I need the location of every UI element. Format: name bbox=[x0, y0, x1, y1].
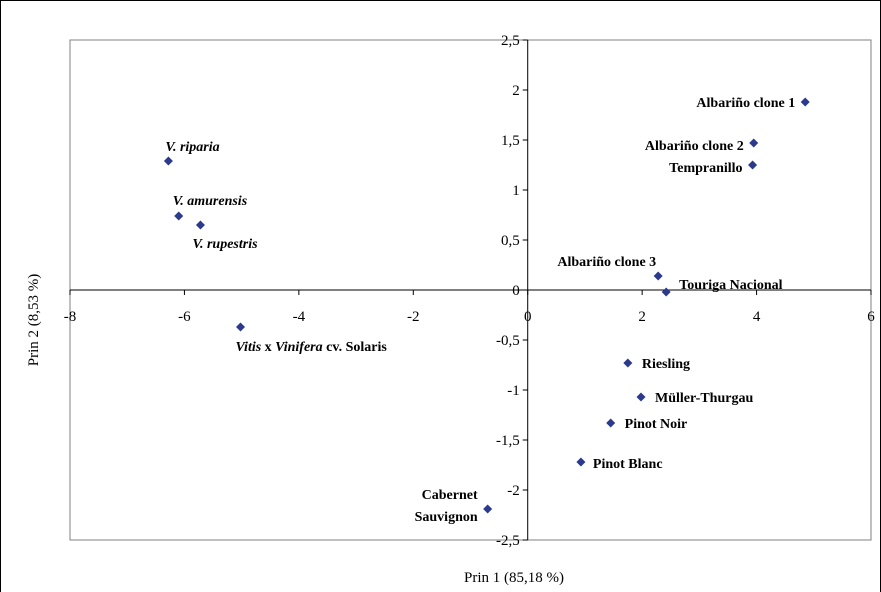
data-point bbox=[235, 322, 245, 332]
y-tick-label: 0 bbox=[512, 283, 520, 299]
y-axis-title: Prin 2 (8,53 %) bbox=[26, 274, 42, 367]
point-label: Pinot Noir bbox=[625, 417, 688, 432]
x-axis-title: Prin 1 (85,18 %) bbox=[464, 570, 564, 586]
x-tick-label: -6 bbox=[178, 309, 191, 325]
y-tick-label: -0,5 bbox=[496, 333, 520, 349]
x-tick-label: 6 bbox=[867, 309, 875, 325]
data-point bbox=[636, 392, 646, 402]
data-point bbox=[748, 160, 758, 170]
data-point bbox=[483, 504, 493, 514]
x-tick-label: 0 bbox=[524, 309, 532, 325]
x-tick-label: -2 bbox=[407, 309, 420, 325]
y-tick-label: 0,5 bbox=[501, 233, 520, 249]
point-label: V. riparia bbox=[165, 140, 219, 155]
point-label: Albariño clone 3 bbox=[557, 255, 656, 270]
data-point bbox=[661, 287, 671, 297]
data-point bbox=[163, 156, 173, 166]
x-tick-label: -4 bbox=[293, 309, 306, 325]
data-point bbox=[623, 358, 633, 368]
point-label: Vitis x Vinifera cv. Solaris bbox=[235, 340, 387, 355]
data-point bbox=[653, 271, 663, 281]
y-tick-label: 1,5 bbox=[501, 133, 520, 149]
data-point bbox=[749, 138, 759, 148]
point-label: V. amurensis bbox=[173, 194, 248, 209]
point-label: Touriga Nacional bbox=[679, 278, 782, 293]
y-tick-label: -1 bbox=[507, 383, 520, 399]
point-label: Albariño clone 2 bbox=[645, 139, 744, 154]
data-point bbox=[195, 220, 205, 230]
y-tick-label: -1,5 bbox=[496, 433, 520, 449]
x-tick-label: 2 bbox=[638, 309, 646, 325]
y-tick-label: 2,5 bbox=[501, 33, 520, 49]
y-tick-label: 2 bbox=[512, 83, 520, 99]
point-label: Albariño clone 1 bbox=[696, 96, 795, 111]
y-tick-label: -2,5 bbox=[496, 533, 520, 549]
x-tick-label: 4 bbox=[753, 309, 761, 325]
point-label: Tempranillo bbox=[669, 161, 742, 176]
data-point bbox=[174, 211, 184, 221]
point-label: Cabernet Sauvignon bbox=[415, 488, 478, 525]
point-label: Pinot Blanc bbox=[593, 457, 663, 472]
x-tick-label: -8 bbox=[64, 309, 77, 325]
point-label: Riesling bbox=[642, 357, 690, 372]
y-tick-label: 1 bbox=[512, 183, 520, 199]
point-label: V. rupestris bbox=[192, 237, 258, 252]
y-tick-label: -2 bbox=[507, 483, 520, 499]
point-label: Müller-Thurgau bbox=[655, 391, 753, 406]
data-point bbox=[800, 97, 810, 107]
data-point bbox=[576, 457, 586, 467]
data-point bbox=[606, 418, 616, 428]
